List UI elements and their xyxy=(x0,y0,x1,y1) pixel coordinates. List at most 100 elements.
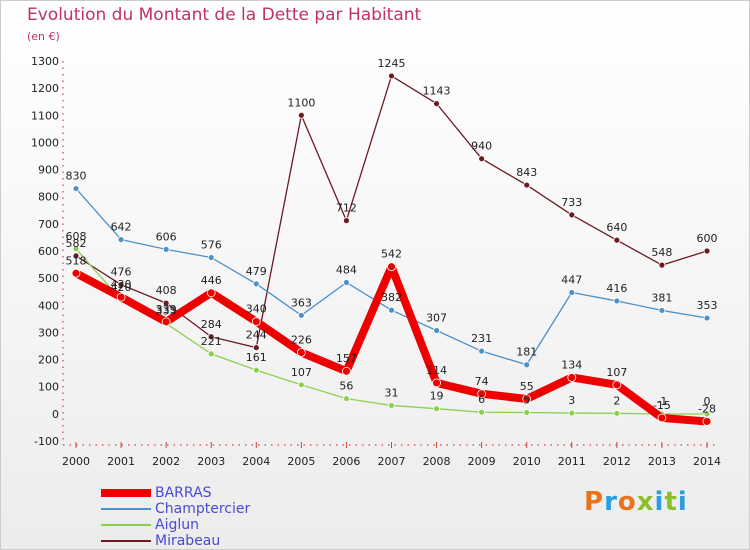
y-tick-label: 0 xyxy=(52,408,59,421)
data-label-barras: 340 xyxy=(246,303,267,316)
proxiti-logo: Proxiti xyxy=(584,487,688,517)
data-point-aiglun xyxy=(388,402,395,409)
logo-letter: o xyxy=(617,487,637,517)
y-tick-label: 500 xyxy=(38,272,59,285)
data-point-mirabeau xyxy=(297,111,305,119)
series-champtercier xyxy=(72,185,711,369)
data-point-champtercier xyxy=(658,307,666,314)
x-tick-label: 2013 xyxy=(648,455,676,468)
data-point-aiglun xyxy=(613,409,621,417)
data-label-barras: 446 xyxy=(201,274,222,287)
x-tick-label: 2011 xyxy=(558,455,586,468)
data-point-barras xyxy=(161,317,171,327)
data-label-aiglun: 31 xyxy=(385,386,399,399)
data-label-aiglun: 420 xyxy=(111,281,132,294)
x-tick-label: 2002 xyxy=(152,455,180,468)
data-point-barras xyxy=(387,262,396,272)
data-point-mirabeau xyxy=(252,344,260,352)
data-point-barras xyxy=(432,378,441,388)
data-label-barras: -15 xyxy=(653,399,671,412)
data-label-champtercier: 576 xyxy=(201,239,222,252)
data-label-aiglun: 19 xyxy=(430,390,444,403)
data-point-aiglun xyxy=(297,381,305,389)
data-label-aiglun: -1 xyxy=(656,395,667,408)
data-label-aiglun: 2 xyxy=(613,394,620,407)
data-point-barras xyxy=(296,348,306,357)
data-point-aiglun xyxy=(703,410,711,418)
y-tick-label: 300 xyxy=(38,326,59,339)
data-point-barras xyxy=(251,317,261,326)
data-point-mirabeau xyxy=(523,181,531,189)
data-point-champtercier xyxy=(703,314,711,322)
series-layer xyxy=(71,72,712,426)
data-label-mirabeau: 476 xyxy=(111,266,132,279)
data-label-champtercier: 382 xyxy=(381,291,402,304)
legend-label: Aiglun xyxy=(155,517,199,533)
data-label-barras: 114 xyxy=(426,364,447,377)
logo-letter: x xyxy=(636,487,655,517)
data-point-mirabeau xyxy=(433,100,440,108)
x-tick-label: 2009 xyxy=(468,455,496,468)
data-label-champtercier: 381 xyxy=(651,291,672,304)
data-label-champtercier: 363 xyxy=(291,296,312,309)
legend-label: Champtercier xyxy=(155,501,251,517)
data-label-mirabeau: 940 xyxy=(471,140,492,153)
x-tick-label: 2005 xyxy=(287,455,315,468)
legend-item-barras: BARRAS xyxy=(101,485,321,501)
data-point-mirabeau xyxy=(613,236,621,244)
y-tick-label: 900 xyxy=(38,164,59,177)
legend-label: Mirabeau xyxy=(155,533,221,549)
data-label-champtercier: 484 xyxy=(336,263,357,276)
legend-item-champtercier: Champtercier xyxy=(101,501,321,517)
data-label-aiglun: 0 xyxy=(704,395,711,408)
data-label-champtercier: 307 xyxy=(426,312,447,325)
x-tick-label: 2001 xyxy=(107,455,135,468)
legend-swatch xyxy=(101,524,151,526)
data-point-barras xyxy=(342,366,351,376)
chart-title: Evolution du Montant de la Dette par Hab… xyxy=(27,5,422,25)
x-tick-label: 2010 xyxy=(513,455,541,468)
data-point-mirabeau xyxy=(207,333,215,341)
data-point-aiglun xyxy=(343,395,350,403)
data-label-champtercier: 830 xyxy=(66,170,87,183)
x-tick-label: 2008 xyxy=(423,455,451,468)
data-label-champtercier: 231 xyxy=(471,332,492,345)
data-label-barras: 157 xyxy=(336,352,357,365)
legend-item-aiglun: Aiglun xyxy=(101,517,321,533)
y-tick-label: 1000 xyxy=(31,136,59,149)
data-label-mirabeau: 1143 xyxy=(423,85,451,98)
x-tick-label: 2000 xyxy=(62,455,90,468)
data-label-mirabeau: 712 xyxy=(336,202,357,215)
data-point-mirabeau xyxy=(478,155,486,163)
data-point-champtercier xyxy=(72,185,80,192)
data-label-mirabeau: 408 xyxy=(156,284,177,297)
data-point-mirabeau xyxy=(117,281,125,289)
data-label-champtercier: 447 xyxy=(561,274,582,287)
y-tick-label: 200 xyxy=(38,354,59,367)
data-label-barras: 55 xyxy=(520,380,534,393)
x-tick-label: 2003 xyxy=(197,455,225,468)
data-label-mirabeau: 548 xyxy=(651,246,672,259)
y-tick-label: 400 xyxy=(38,299,59,312)
data-point-champtercier xyxy=(523,361,531,369)
y-tick-label: -100 xyxy=(34,435,59,448)
y-tick-label: 700 xyxy=(38,218,59,231)
data-point-barras xyxy=(477,389,487,399)
data-label-aiglun: 56 xyxy=(339,380,353,393)
data-point-aiglun xyxy=(523,409,531,416)
chart-subtitle: (en €) xyxy=(27,30,60,43)
data-label-champtercier: 353 xyxy=(697,299,718,312)
data-point-mirabeau xyxy=(388,72,395,80)
y-tick-label: 1300 xyxy=(31,55,59,68)
legend-swatch xyxy=(101,508,151,510)
x-tick-label: 2014 xyxy=(693,455,721,468)
data-label-aiglun: 5 xyxy=(523,394,530,407)
y-tick-label: 600 xyxy=(38,245,59,258)
logo-letter: P xyxy=(584,487,605,517)
data-label-barras: 339 xyxy=(156,303,177,316)
data-label-champtercier: 606 xyxy=(156,230,177,243)
data-point-mirabeau xyxy=(72,252,80,260)
data-label-aiglun: 161 xyxy=(246,351,267,364)
data-point-champtercier xyxy=(297,311,305,319)
data-point-aiglun xyxy=(478,408,486,416)
